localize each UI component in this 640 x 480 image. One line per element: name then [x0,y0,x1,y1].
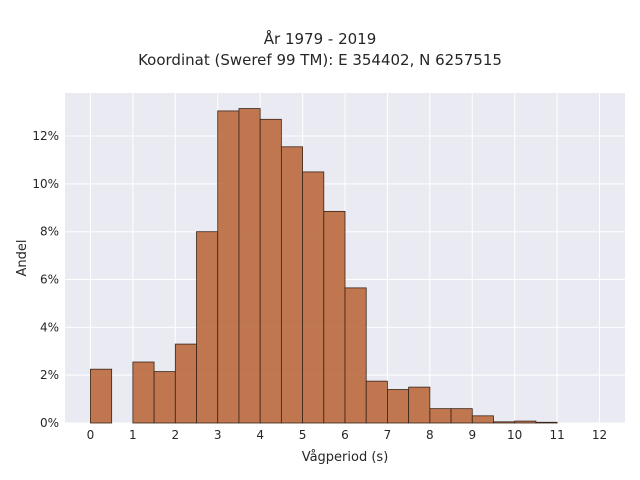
y-axis-ticks: 0% 2% 4% 6% 8% 10% 12% [32,129,59,430]
x-tick-label: 6 [341,428,349,442]
y-tick-label: 0% [40,416,59,430]
y-tick-label: 12% [32,129,59,143]
x-tick-label: 9 [468,428,476,442]
histogram-bar [429,408,452,424]
x-tick-label: 11 [549,428,564,442]
histogram-bar [132,361,155,424]
histogram-bar [280,146,303,424]
x-tick-label: 12 [592,428,607,442]
y-tick-label: 2% [40,368,59,382]
histogram-bar [387,389,410,424]
x-tick-label: 5 [299,428,307,442]
histogram-bar [196,231,219,424]
histogram-bar [302,171,325,424]
y-tick-label: 4% [40,320,59,334]
histogram-bar [344,287,367,424]
x-tick-label: 3 [214,428,222,442]
y-tick-label: 10% [32,177,59,191]
y-axis-label: Andel [15,240,30,277]
x-tick-label: 10 [507,428,522,442]
histogram-bars [90,108,558,424]
chart-subtitle: Koordinat (Sweref 99 TM): E 354402, N 62… [138,51,502,69]
x-tick-label: 8 [426,428,434,442]
y-tick-label: 6% [40,273,59,287]
histogram-bar [323,210,346,424]
histogram-bar [259,118,282,424]
chart-title: År 1979 - 2019 [263,30,377,48]
x-tick-label: 0 [87,428,95,442]
histogram-bar [174,343,197,424]
histogram-bar [408,386,431,424]
x-tick-label: 1 [129,428,137,442]
x-axis-label: Vågperiod (s) [302,450,389,465]
x-tick-label: 4 [256,428,264,442]
y-tick-label: 8% [40,225,59,239]
histogram-bar [514,420,537,424]
histogram-bar [90,368,113,424]
x-tick-label: 2 [171,428,179,442]
histogram-bar [493,421,516,424]
histogram-bar [238,108,261,424]
histogram-bar [450,408,473,424]
x-tick-label: 7 [384,428,392,442]
histogram-bar [153,371,176,424]
histogram-bar [535,421,558,424]
histogram-bar [471,415,494,424]
histogram-bar [365,380,388,424]
x-axis-ticks: 0 1 2 3 4 5 6 7 8 9 10 11 12 [87,428,608,442]
histogram-bar [217,110,240,424]
